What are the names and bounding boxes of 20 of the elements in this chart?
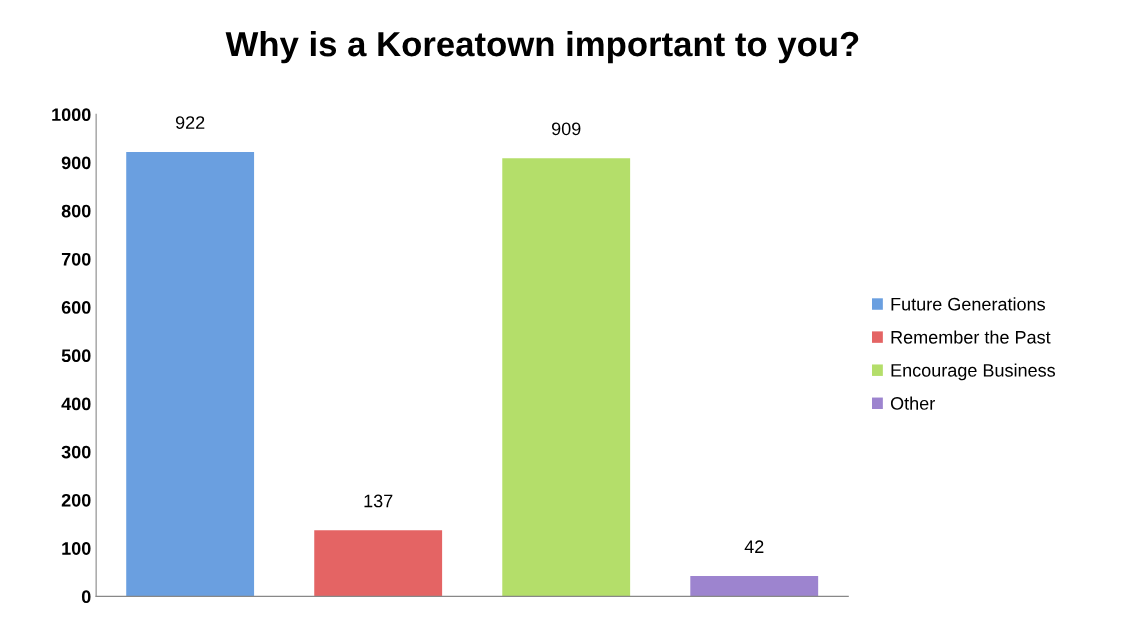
- y-tick-label: 0: [81, 590, 91, 604]
- data-label: 922: [175, 116, 205, 129]
- y-tick-label: 200: [61, 493, 91, 507]
- y-tick-label: 900: [61, 156, 91, 170]
- legend-label: Encourage Business: [891, 363, 1056, 381]
- legend-label: Other: [890, 396, 935, 410]
- legend-label: Future Generations: [891, 297, 1045, 311]
- y-tick-label: 500: [61, 349, 91, 363]
- y-tick-label: 300: [61, 445, 91, 459]
- chart-title: Why is a Koreatown important to you?: [225, 30, 859, 64]
- y-tick-label: 400: [61, 397, 91, 411]
- y-tick-label: 700: [61, 252, 91, 266]
- data-label: 137: [364, 494, 393, 508]
- data-label: 909: [551, 122, 581, 136]
- y-tick-label: 100: [62, 542, 91, 555]
- data-label: 42: [744, 540, 764, 553]
- y-tick-label: 1000: [52, 108, 91, 122]
- y-tick-label: 600: [61, 301, 91, 314]
- y-tick-label: 800: [61, 204, 91, 218]
- legend-label: Remember the Past: [891, 330, 1051, 344]
